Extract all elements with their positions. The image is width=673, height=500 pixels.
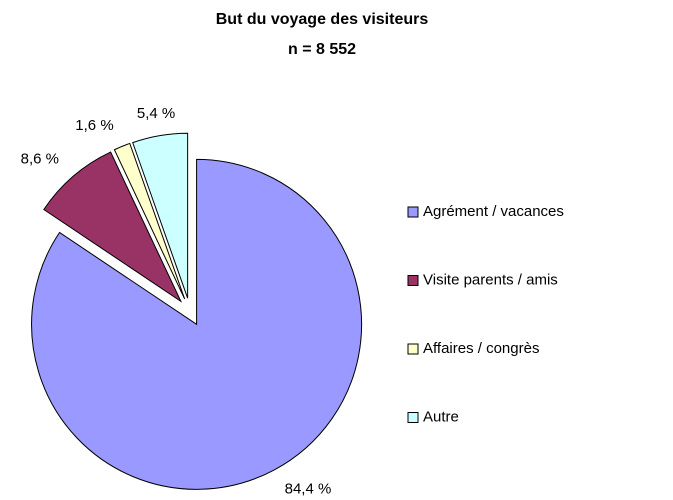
legend-swatch <box>407 343 419 355</box>
legend-swatch <box>407 206 419 218</box>
pie-slice <box>132 132 189 299</box>
legend-label: Visite parents / amis <box>423 271 558 288</box>
data-label: 1,6 % <box>75 117 113 134</box>
legend-label: Affaires / congrès <box>423 340 539 357</box>
pie-slice <box>113 142 186 300</box>
data-label: 8,6 % <box>21 151 59 168</box>
data-label: 5,4 % <box>137 105 175 122</box>
pie-slice <box>43 151 183 303</box>
legend-label: Agrément / vacances <box>423 203 564 220</box>
chart-title: But du voyage des visiteurs <box>216 11 429 28</box>
pie-slice <box>31 158 363 490</box>
legend-swatch <box>407 275 419 286</box>
chart-subtitle: n = 8 552 <box>288 41 356 58</box>
legend-swatch <box>407 412 419 423</box>
data-label: 84,4 % <box>285 480 332 497</box>
legend-label: Autre <box>423 408 459 425</box>
